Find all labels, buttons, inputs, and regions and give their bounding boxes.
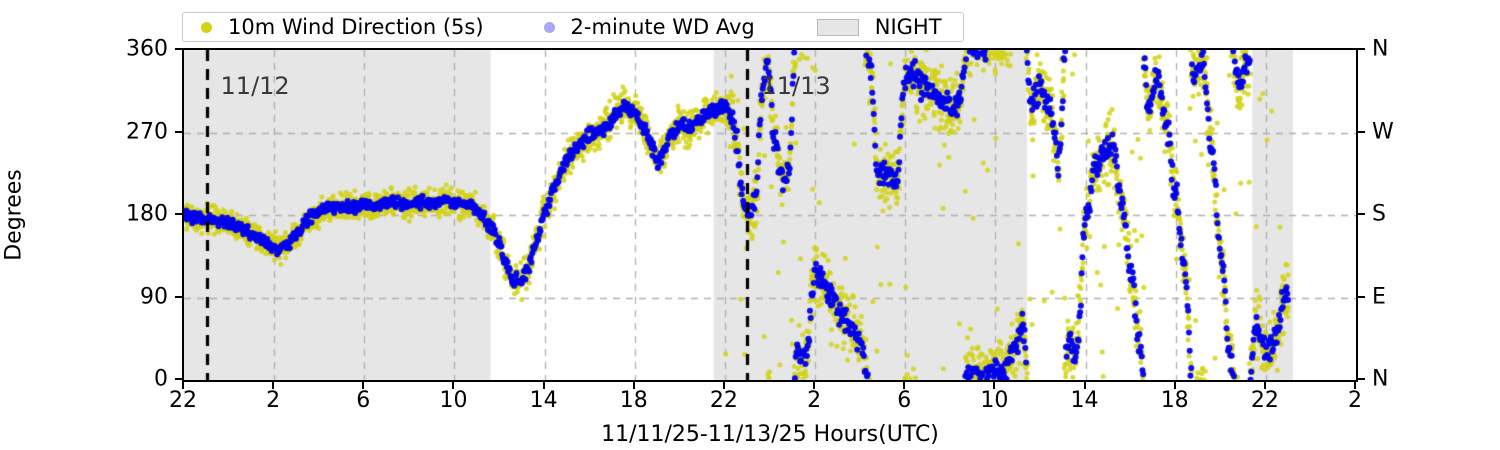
x-tick-mark bbox=[272, 382, 275, 389]
x-axis-tick-1: 2 bbox=[266, 388, 281, 413]
x-tick-mark bbox=[452, 382, 455, 389]
chart-legend: 10m Wind Direction (5s) 2-minute WD Avg … bbox=[182, 12, 964, 42]
x-tick-mark bbox=[1083, 382, 1086, 389]
y-tick-mark bbox=[175, 130, 182, 133]
y-axis-tick-0: 0 bbox=[154, 366, 168, 392]
y-tick-mark bbox=[175, 378, 182, 380]
y-axis-tick-90: 90 bbox=[140, 284, 168, 309]
y-right-tick-mark bbox=[1358, 295, 1365, 298]
x-tick-mark bbox=[1173, 382, 1176, 389]
legend-label-night: NIGHT bbox=[874, 15, 942, 39]
x-tick-mark bbox=[1263, 382, 1266, 389]
x-tick-mark bbox=[542, 382, 545, 389]
y-tick-mark bbox=[175, 213, 182, 215]
y-axis-compass-tick-N: N bbox=[1372, 36, 1389, 62]
x-axis-tick-2: 6 bbox=[356, 388, 371, 413]
x-tick-mark bbox=[1354, 382, 1356, 389]
legend-item-2-minute-wd-avg: 2-minute WD Avg bbox=[543, 13, 755, 41]
y-right-tick-mark bbox=[1358, 213, 1365, 215]
day-annotation-1113: 11/13 bbox=[761, 72, 831, 100]
x-axis-tick-9: 10 bbox=[980, 388, 1009, 413]
y-axis-compass-tick-E: E bbox=[1372, 284, 1386, 309]
x-tick-mark bbox=[993, 382, 996, 389]
x-axis-tick-5: 18 bbox=[619, 388, 648, 413]
x-axis-label: 11/11/25-11/13/25 Hours(UTC) bbox=[601, 422, 939, 447]
legend-item-night: NIGHT bbox=[816, 13, 942, 41]
x-tick-mark bbox=[632, 382, 635, 389]
x-tick-mark bbox=[362, 382, 365, 389]
plot-area: 11/12 11/13 bbox=[182, 48, 1358, 382]
scatter-canvas bbox=[184, 50, 1356, 380]
x-axis-tick-12: 22 bbox=[1250, 388, 1279, 413]
x-axis-tick-8: 6 bbox=[897, 388, 912, 413]
x-axis-tick-10: 14 bbox=[1070, 388, 1099, 413]
y-axis-compass-tick-W: W bbox=[1372, 119, 1394, 144]
legend-label-2-minute-wd-avg: 2-minute WD Avg bbox=[570, 15, 755, 39]
y-axis-tick-360: 360 bbox=[126, 36, 168, 62]
x-axis-tick-4: 14 bbox=[529, 388, 558, 413]
x-axis-tick-11: 18 bbox=[1160, 388, 1189, 413]
x-tick-mark bbox=[903, 382, 906, 389]
circle-marker-yellow-icon bbox=[201, 21, 212, 33]
y-right-tick-mark bbox=[1358, 378, 1365, 380]
x-tick-mark bbox=[722, 382, 725, 389]
y-axis-compass-tick-S: S bbox=[1372, 201, 1386, 227]
x-axis-tick-3: 10 bbox=[439, 388, 468, 413]
day-annotation-1112: 11/12 bbox=[220, 72, 290, 100]
shaded-band-swatch-icon bbox=[816, 18, 859, 36]
x-tick-mark bbox=[182, 382, 184, 389]
x-axis-tick-7: 2 bbox=[807, 388, 822, 413]
y-tick-mark bbox=[175, 295, 182, 298]
y-tick-mark bbox=[175, 48, 182, 50]
legend-label-wind-direction-5s: 10m Wind Direction (5s) bbox=[228, 15, 484, 39]
y-axis-compass-tick-N: N bbox=[1372, 366, 1389, 392]
legend-item-wind-direction-5s: 10m Wind Direction (5s) bbox=[201, 13, 484, 41]
y-axis-tick-270: 270 bbox=[126, 119, 168, 144]
y-axis-label: Degrees bbox=[1, 169, 27, 261]
x-axis-tick-13: 2 bbox=[1348, 388, 1362, 413]
circle-marker-blue-icon bbox=[543, 21, 555, 33]
y-right-tick-mark bbox=[1358, 48, 1365, 50]
x-tick-mark bbox=[813, 382, 816, 389]
x-axis-tick-6: 22 bbox=[709, 388, 738, 413]
x-axis-tick-0: 22 bbox=[169, 388, 197, 413]
y-right-tick-mark bbox=[1358, 130, 1365, 133]
